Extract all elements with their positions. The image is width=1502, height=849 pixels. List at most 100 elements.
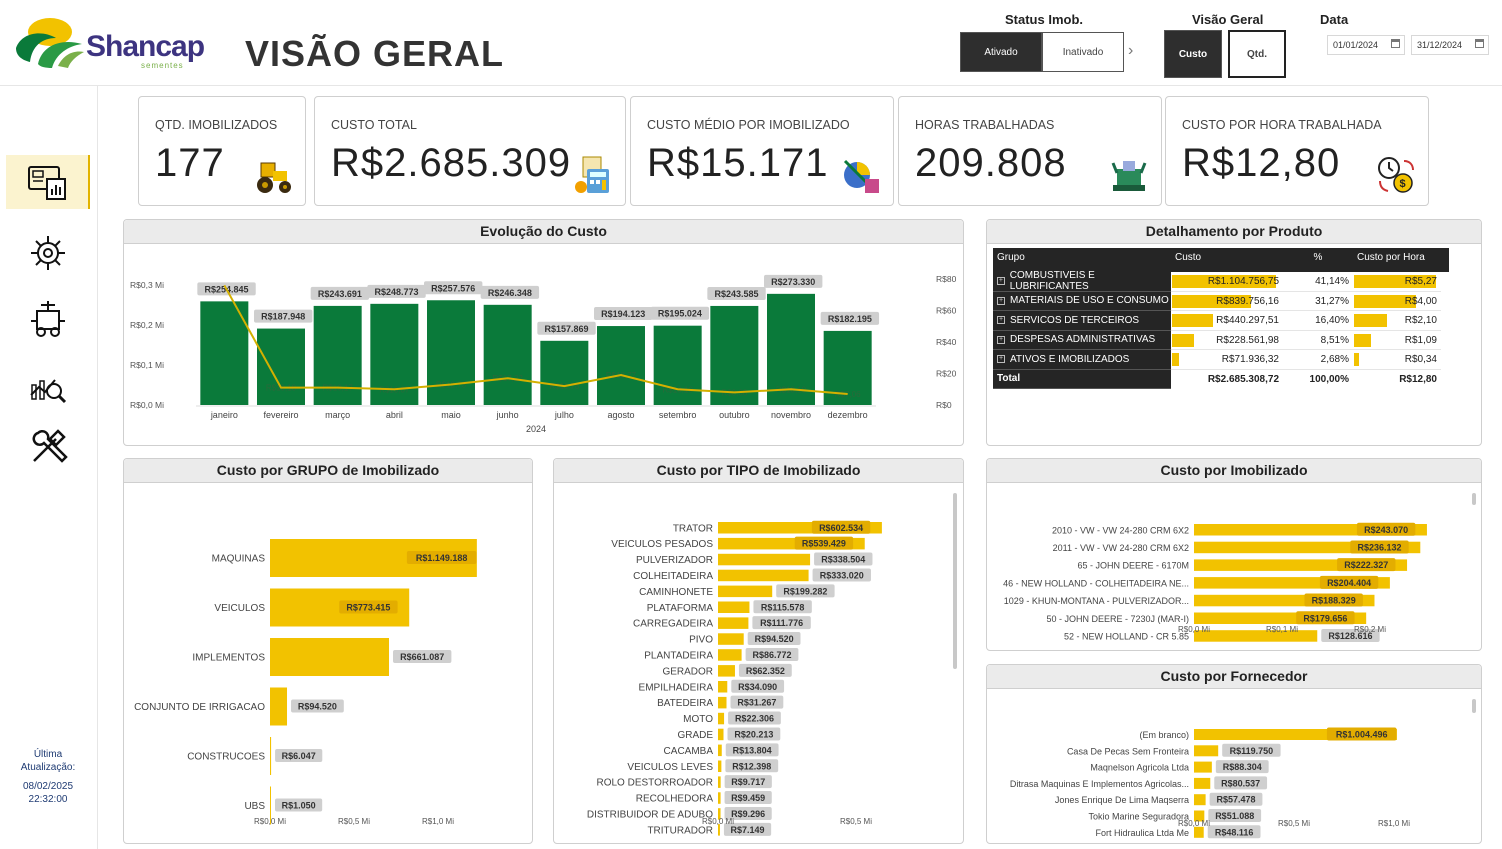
grupo-chart[interactable]: MAQUINAS R$1.149.188 VEICULOS R$773.415 IMPL… xyxy=(124,483,532,843)
bar-value-label-bg xyxy=(291,699,344,713)
bar-value-label-bg xyxy=(1319,575,1379,589)
category-label: 50 - JOHN DEERE - 7230J (MAR-I) xyxy=(1046,614,1189,624)
scrollbar[interactable] xyxy=(1472,493,1476,505)
status-inactive-button[interactable]: Inativado xyxy=(1042,32,1124,72)
col-custo-hora[interactable]: Custo por Hora xyxy=(1357,252,1425,263)
bar xyxy=(718,776,721,788)
col-custo[interactable]: Custo xyxy=(1175,252,1202,263)
imobilizado-chart[interactable]: 2010 - VW - VW 24-280 CRM 6X2 R$243.070 20… xyxy=(987,483,1481,650)
x-tick-label: novembro xyxy=(771,410,811,420)
bar-value-label-bg xyxy=(537,321,596,335)
table-row[interactable]: + COMBUSTIVEIS E LUBRIFICANTES R$1.104.756… xyxy=(993,270,1449,293)
bar xyxy=(270,737,272,775)
hora-bar xyxy=(1354,275,1436,288)
custo-text: R$71.936,32 xyxy=(1221,354,1279,365)
x-tick-label: R$1,0 Mi xyxy=(422,817,454,826)
y-tick-label: R$0,2 Mi xyxy=(130,320,164,330)
bar-value-label: R$31.267 xyxy=(737,698,776,708)
expand-icon[interactable]: + xyxy=(997,355,1005,364)
status-active-button[interactable]: Ativado xyxy=(960,32,1042,72)
panel-custo-grupo: Custo por GRUPO de Imobilizado MAQUINAS R… xyxy=(123,458,533,844)
col-percent[interactable]: % xyxy=(1313,252,1323,263)
calendar-icon[interactable] xyxy=(1475,39,1484,48)
x-tick-label: R$0,2 Mi xyxy=(1354,625,1386,634)
nav-overview[interactable] xyxy=(6,155,90,209)
category-label: Maqnelson Agricola Ltda xyxy=(1090,763,1189,773)
category-label: 2011 - VW - VW 24-280 CRM 6X2 xyxy=(1053,543,1189,553)
product-table[interactable]: Grupo Custo % Custo por Hora + COMBUSTIVE… xyxy=(993,248,1449,389)
bar-value-label-bg xyxy=(724,775,772,789)
bar-value-label: R$257.576 xyxy=(431,283,475,293)
kpi-title: HORAS TRABALHADAS xyxy=(915,118,1055,132)
date-to-input[interactable]: 31/12/2024 xyxy=(1411,35,1489,55)
hora-text: R$2,10 xyxy=(1404,315,1437,326)
grupo-text: COMBUSTIVEIS E LUBRIFICANTES xyxy=(1009,270,1095,293)
bar-value-label: R$9.296 xyxy=(731,809,765,819)
tipo-chart[interactable]: TRATOR R$602.534 VEICULOS PESADOS R$539.429… xyxy=(554,483,963,843)
table-row[interactable]: + DESPESAS ADMINISTRATIVAS R$228.561,98 8,5… xyxy=(993,330,1449,350)
kpi-title: CUSTO MÉDIO POR IMOBILIZADO xyxy=(647,118,850,132)
bar-value-label: R$62.352 xyxy=(746,666,785,676)
y2-tick-label: R$0 xyxy=(936,400,952,410)
grupo-text: SERVICOS DE TERCEIROS xyxy=(1010,314,1140,326)
category-label: Tokio Marine Seguradora xyxy=(1088,812,1189,822)
cell-percent: 2,68% xyxy=(1283,350,1353,370)
expand-icon[interactable]: + xyxy=(997,277,1005,286)
expand-icon[interactable]: + xyxy=(997,296,1005,305)
custo-hora-line xyxy=(223,284,848,395)
category-label: Casa De Pecas Sem Fronteira xyxy=(1067,746,1189,756)
nav-analytics[interactable] xyxy=(6,358,90,412)
nav-engine[interactable] xyxy=(6,226,90,280)
bar-value-label-bg xyxy=(1337,558,1396,572)
nav-tools[interactable] xyxy=(6,420,90,474)
bar-value-label: R$88.304 xyxy=(1223,762,1262,772)
y-tick-label: R$0,3 Mi xyxy=(130,280,164,290)
cell-custo-hora: R$5,27 xyxy=(1353,272,1441,292)
hora-bar xyxy=(1354,353,1360,366)
bar xyxy=(718,681,728,693)
bar-value-label: R$86.772 xyxy=(752,650,791,660)
harvester-icon xyxy=(31,301,65,337)
bar-value-label-bg xyxy=(725,759,779,773)
nav-machines[interactable] xyxy=(6,292,90,346)
expand-icon[interactable]: + xyxy=(997,335,1005,344)
date-to-value: 31/12/2024 xyxy=(1417,40,1463,50)
date-from-input[interactable]: 01/01/2024 xyxy=(1327,35,1405,55)
category-label: UBS xyxy=(244,801,265,812)
visao-custo-button[interactable]: Custo xyxy=(1164,30,1222,78)
table-row[interactable]: + MATERIAIS DE USO E CONSUMO R$839.756,16 3… xyxy=(993,291,1449,311)
table-row[interactable]: + SERVICOS DE TERCEIROS R$440.297,51 16,40%… xyxy=(993,311,1449,331)
x-tick-label: R$0,5 Mi xyxy=(840,817,872,826)
brand-subtitle: sementes xyxy=(141,61,184,70)
category-label: VEICULOS PESADOS xyxy=(611,539,713,550)
y-tick-label: R$0,1 Mi xyxy=(130,360,164,370)
hora-text: R$1,09 xyxy=(1404,334,1437,346)
category-label: IMPLEMENTOS xyxy=(192,653,265,664)
bar xyxy=(710,305,759,405)
bar-value-label-bg xyxy=(310,286,370,300)
panel-title: Custo por Fornecedor xyxy=(987,665,1481,689)
fornecedor-chart[interactable]: (Em branco) R$1.004.496 Casa De Pecas Sem … xyxy=(987,689,1481,843)
panel-custo-fornecedor: Custo por Fornecedor (Em branco) R$1.004.… xyxy=(986,664,1482,844)
scrollbar[interactable] xyxy=(1472,699,1476,713)
bar-value-label: R$128.616 xyxy=(1328,631,1372,641)
bar-value-label: R$661.087 xyxy=(400,652,444,662)
chevron-right-icon[interactable]: › xyxy=(1128,42,1134,59)
scrollbar[interactable] xyxy=(953,493,957,669)
bar xyxy=(718,744,722,757)
page-title: VISÃO GERAL xyxy=(245,33,505,74)
bar xyxy=(270,786,271,825)
visao-qtd-button[interactable]: Qtd. xyxy=(1228,30,1286,78)
expand-icon[interactable]: + xyxy=(997,316,1005,325)
bar-value-label: R$20.213 xyxy=(734,729,773,739)
table-row[interactable]: + ATIVOS E IMOBILIZADOS R$71.936,32 2,68% R$… xyxy=(993,350,1449,370)
calendar-icon[interactable] xyxy=(1391,39,1400,48)
col-grupo[interactable]: Grupo xyxy=(997,252,1025,263)
kpi-title: QTD. IMOBILIZADOS xyxy=(155,118,278,132)
table-header: Grupo Custo % Custo por Hora xyxy=(993,248,1449,272)
bar-value-label-bg xyxy=(367,284,426,298)
bar-value-label-bg xyxy=(1321,628,1380,642)
cell-grupo: + SERVICOS DE TERCEIROS xyxy=(993,311,1171,331)
bar-value-label: R$773.415 xyxy=(346,603,390,613)
evolucao-chart[interactable]: R$0,0 Mi R$0,1 Mi R$0,2 Mi R$0,3 Mi R$0 R$20 R… xyxy=(124,244,963,457)
